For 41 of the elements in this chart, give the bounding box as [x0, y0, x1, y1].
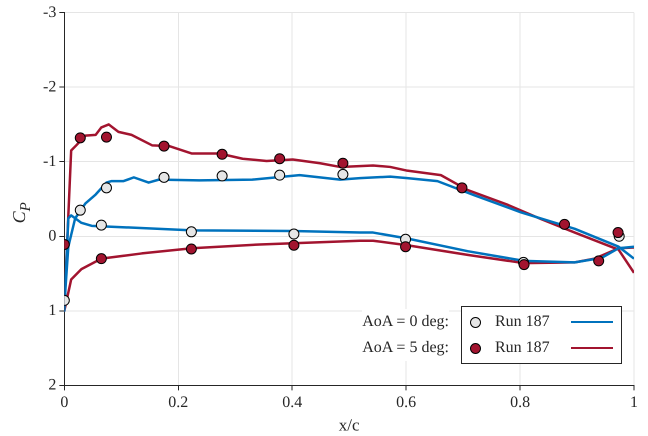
y-tick-label: -2	[43, 78, 56, 96]
annotation: AoA = 0 deg:	[362, 312, 449, 332]
x-tick-label: 0	[60, 394, 68, 412]
x-axis-title: x/c	[338, 415, 360, 434]
point	[186, 243, 197, 254]
x-tick-label: 0.6	[396, 394, 416, 412]
point	[593, 255, 604, 266]
point	[337, 168, 348, 180]
y-tick-label: -1	[43, 152, 56, 170]
legend-label: Run 187	[495, 313, 551, 331]
point	[612, 227, 624, 238]
point	[400, 241, 412, 252]
point	[158, 172, 170, 183]
point	[74, 204, 86, 216]
point	[100, 132, 112, 143]
point	[96, 253, 107, 264]
x-tick-label: 0.8	[510, 394, 530, 412]
point	[274, 170, 286, 181]
point	[216, 170, 228, 182]
point	[216, 148, 228, 160]
point	[158, 140, 170, 152]
point	[337, 158, 348, 169]
legend-label: Run 187	[495, 339, 551, 357]
x-tick-label: 0.2	[168, 394, 188, 412]
y-tick-label: 1	[48, 302, 56, 320]
x-tick-label: 1	[630, 394, 638, 412]
point	[288, 240, 300, 251]
annotation: AoA = 5 deg:	[362, 338, 449, 358]
point	[456, 182, 468, 194]
point	[559, 218, 570, 230]
point	[100, 182, 112, 194]
y-tick-label: -3	[43, 4, 56, 21]
point	[518, 259, 530, 270]
y-tick-label: 0	[48, 227, 56, 244]
point	[274, 153, 286, 164]
point	[74, 132, 86, 144]
point	[288, 228, 300, 240]
point	[186, 226, 197, 238]
x-tick-label: 0.4	[282, 394, 302, 412]
y-tick-label: 2	[48, 376, 56, 394]
point	[96, 220, 107, 231]
